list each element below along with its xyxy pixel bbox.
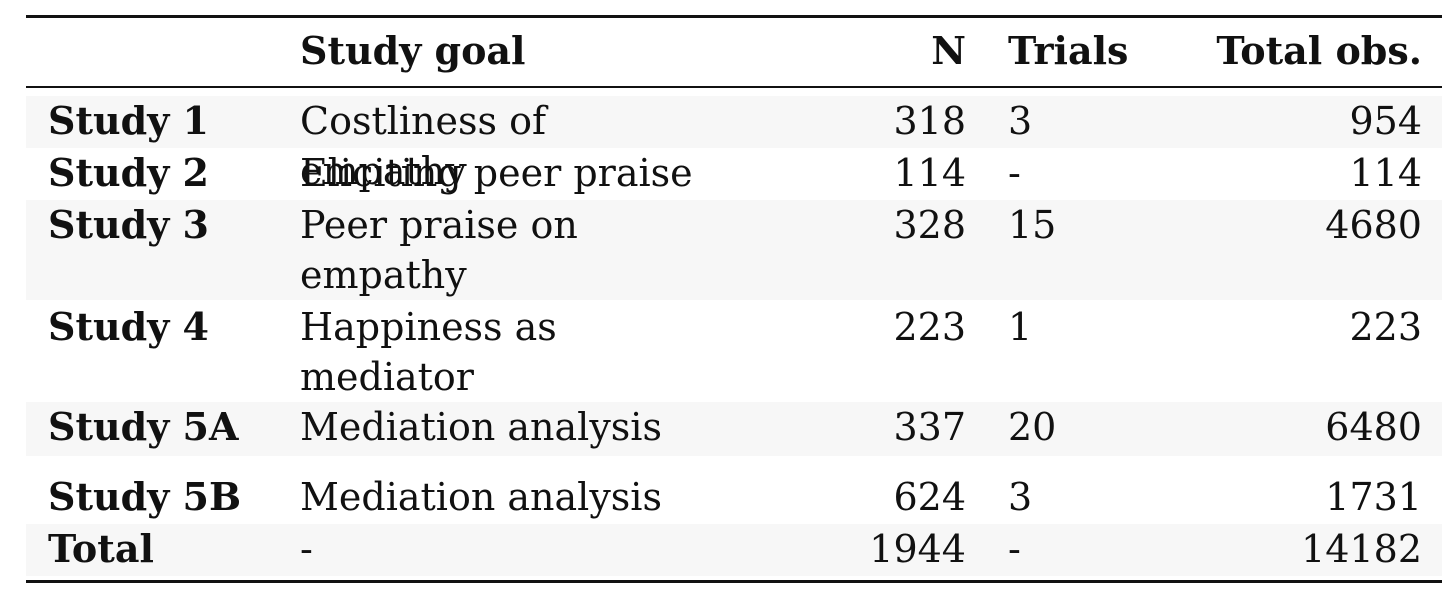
row-n: 1944 — [869, 527, 966, 571]
row-trials: 1 — [1008, 305, 1033, 349]
row-trials: 15 — [1008, 203, 1057, 247]
row-total-obs: 14182 — [1301, 527, 1422, 571]
row-label: Study 1 — [48, 98, 209, 143]
table-row: Study 5B Mediation analysis 624 3 1731 — [26, 472, 1442, 524]
header-n: N — [931, 28, 966, 73]
table-header-row: Study goal N Trials Total obs. — [26, 26, 1442, 76]
row-total-obs: 954 — [1349, 99, 1422, 143]
row-total-obs: 114 — [1349, 151, 1422, 195]
row-label: Study 5A — [48, 404, 239, 449]
top-rule — [26, 15, 1442, 18]
table-row: Study 3 Peer praise on empathy 328 15 46… — [26, 200, 1442, 300]
row-study-goal: Mediation analysis — [300, 475, 662, 519]
row-trials: 3 — [1008, 475, 1033, 519]
row-study-goal: Costliness of empathy — [300, 99, 547, 193]
row-label: Study 4 — [48, 304, 209, 349]
row-trials: - — [1008, 527, 1021, 571]
table-total-row: Total - 1944 - 14182 — [26, 524, 1442, 576]
row-total-obs: 6480 — [1325, 405, 1422, 449]
row-study-goal: - — [300, 527, 313, 571]
row-study-goal: Eliciting peer praise — [300, 151, 693, 195]
bottom-rule — [26, 580, 1442, 583]
header-total-obs: Total obs. — [1216, 28, 1422, 73]
row-label: Study 5B — [48, 474, 242, 519]
table-row: Study 4 Happiness as mediator 223 1 223 — [26, 302, 1442, 402]
row-total-obs: 223 — [1349, 305, 1422, 349]
row-study-goal: Mediation analysis — [300, 405, 662, 449]
row-study-goal: Peer praise on empathy — [300, 203, 578, 297]
mid-rule — [26, 86, 1442, 88]
table-row: Study 1 Costliness of empathy 318 3 954 — [26, 96, 1442, 193]
row-n: 223 — [893, 305, 966, 349]
row-total-obs: 4680 — [1325, 203, 1422, 247]
row-n: 318 — [893, 99, 966, 143]
row-label: Total — [48, 526, 154, 571]
row-trials: 20 — [1008, 405, 1057, 449]
row-n: 114 — [893, 151, 966, 195]
table-row: Study 5A Mediation analysis 337 20 6480 — [26, 402, 1442, 456]
table-row: Study 2 Eliciting peer praise 114 - 114 — [26, 148, 1442, 200]
row-n: 337 — [893, 405, 966, 449]
row-trials: - — [1008, 151, 1021, 195]
row-total-obs: 1731 — [1325, 475, 1422, 519]
row-n: 328 — [893, 203, 966, 247]
header-trials: Trials — [1008, 28, 1129, 73]
header-study-goal: Study goal — [300, 28, 526, 73]
row-label: Study 3 — [48, 202, 209, 247]
row-n: 624 — [893, 475, 966, 519]
row-study-goal: Happiness as mediator — [300, 305, 557, 399]
row-trials: 3 — [1008, 99, 1033, 143]
row-label: Study 2 — [48, 150, 209, 195]
